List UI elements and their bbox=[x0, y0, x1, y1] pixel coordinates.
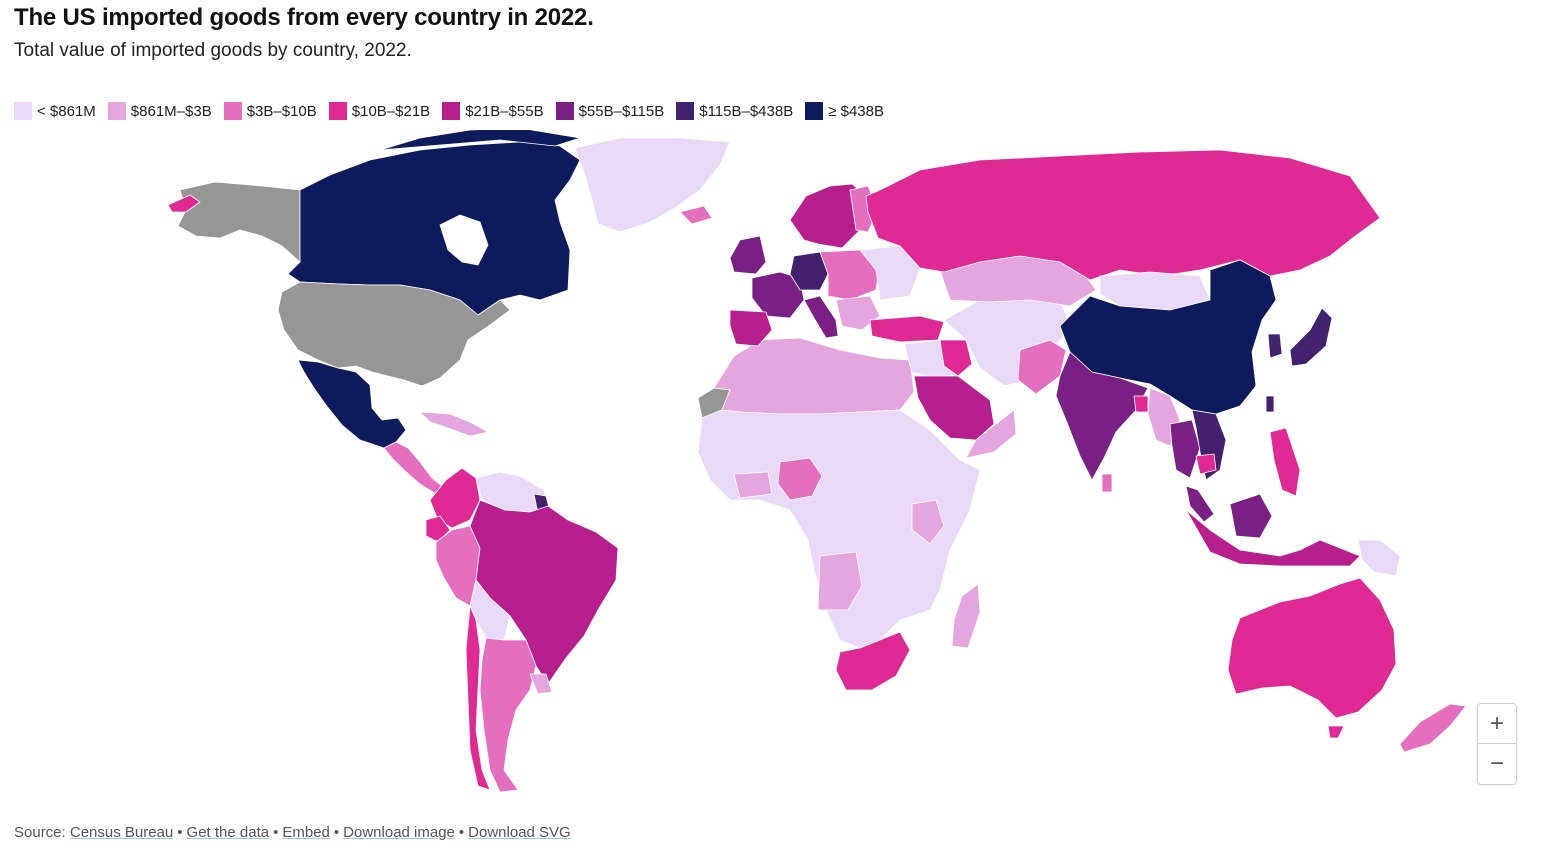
region-arctic-islands[interactable] bbox=[379, 127, 581, 151]
region-kenya[interactable] bbox=[911, 499, 945, 545]
legend-item: $21B–$55B bbox=[442, 102, 544, 120]
separator: • bbox=[333, 824, 340, 841]
region-indonesia[interactable] bbox=[1185, 509, 1361, 567]
region-west-africa-coast[interactable] bbox=[733, 471, 773, 499]
region-alaska[interactable] bbox=[177, 181, 301, 263]
legend-label: $10B–$21B bbox=[351, 102, 431, 120]
region-thailand[interactable] bbox=[1169, 419, 1201, 479]
legend-label: $861M–$3B bbox=[130, 102, 212, 120]
region-mexico[interactable] bbox=[297, 359, 407, 449]
legend-swatch bbox=[805, 102, 824, 120]
region-argentina[interactable] bbox=[479, 637, 537, 793]
zoom-out-button[interactable]: − bbox=[1478, 743, 1516, 783]
legend-label: $21B–$55B bbox=[465, 102, 544, 120]
legend-swatch bbox=[442, 102, 461, 120]
region-south-korea[interactable] bbox=[1267, 333, 1283, 359]
region-sri-lanka[interactable] bbox=[1101, 473, 1113, 493]
region-caribbean[interactable] bbox=[419, 411, 489, 437]
region-hudson-bay[interactable] bbox=[439, 214, 489, 266]
legend-item: $115B–$438B bbox=[676, 102, 793, 120]
region-spain-portugal[interactable] bbox=[729, 309, 773, 347]
region-uruguay[interactable] bbox=[529, 673, 553, 695]
legend-label: $55B–$115B bbox=[578, 102, 665, 120]
separator: • bbox=[458, 824, 465, 841]
world-map[interactable] bbox=[0, 127, 1546, 820]
region-nigeria[interactable] bbox=[777, 457, 823, 501]
legend-item: $10B–$21B bbox=[328, 102, 431, 120]
legend-swatch bbox=[107, 102, 126, 120]
legend-swatch bbox=[555, 102, 574, 120]
source-prefix: Source: bbox=[14, 824, 66, 841]
region-oman-yemen[interactable] bbox=[965, 409, 1017, 459]
region-philippines[interactable] bbox=[1269, 427, 1301, 497]
world-map-svg[interactable] bbox=[0, 127, 1546, 820]
region-india[interactable] bbox=[1055, 351, 1149, 481]
region-united-states[interactable] bbox=[277, 281, 511, 387]
region-france[interactable] bbox=[751, 271, 805, 319]
region-tasmania[interactable] bbox=[1327, 725, 1345, 739]
region-turkey[interactable] bbox=[869, 315, 945, 343]
legend-swatch bbox=[14, 102, 32, 120]
region-italy[interactable] bbox=[803, 295, 839, 339]
region-uk-ireland[interactable] bbox=[729, 235, 767, 275]
region-west-central-africa[interactable] bbox=[697, 409, 981, 649]
legend-label: ≥ $438B bbox=[828, 102, 884, 120]
separator: • bbox=[273, 824, 279, 841]
region-iceland[interactable] bbox=[679, 205, 713, 225]
legend-swatch bbox=[328, 102, 347, 120]
region-central-america[interactable] bbox=[383, 441, 445, 495]
region-angola[interactable] bbox=[817, 551, 863, 611]
region-iraq[interactable] bbox=[939, 339, 973, 377]
region-new-zealand[interactable] bbox=[1399, 703, 1467, 753]
region-australia[interactable] bbox=[1227, 577, 1397, 719]
page-subtitle: Total value of imported goods by country… bbox=[14, 40, 412, 61]
region-japan[interactable] bbox=[1289, 307, 1333, 367]
zoom-control: + − bbox=[1477, 703, 1517, 785]
region-russia[interactable] bbox=[865, 149, 1381, 281]
region-china[interactable] bbox=[1059, 259, 1277, 415]
region-cambodia[interactable] bbox=[1195, 453, 1217, 475]
page-title: The US imported goods from every country… bbox=[14, 4, 594, 31]
region-greenland[interactable] bbox=[574, 137, 731, 233]
legend-label: $115B–$438B bbox=[699, 102, 794, 120]
legend-item: $3B–$10B bbox=[223, 102, 317, 120]
embed-link[interactable]: Embed bbox=[282, 824, 330, 841]
legend-swatch bbox=[676, 102, 695, 120]
region-taiwan[interactable] bbox=[1265, 395, 1275, 413]
zoom-in-button[interactable]: + bbox=[1489, 709, 1504, 737]
legend: < $861M $861M–$3B $3B–$10B $10B–$21B $21… bbox=[14, 102, 896, 120]
footer: Source: Census Bureau • Get the data • Embed… bbox=[14, 824, 571, 841]
separator: • bbox=[177, 824, 183, 841]
download-image-link[interactable]: Download image bbox=[343, 824, 455, 841]
region-borneo[interactable] bbox=[1229, 493, 1273, 539]
region-north-africa[interactable] bbox=[713, 337, 915, 415]
region-papua[interactable] bbox=[1357, 539, 1401, 577]
legend-swatch bbox=[223, 102, 242, 120]
region-vietnam[interactable] bbox=[1191, 409, 1227, 481]
region-madagascar[interactable] bbox=[951, 583, 981, 649]
legend-item: < $861M bbox=[14, 102, 96, 120]
legend-label: $3B–$10B bbox=[246, 102, 317, 120]
legend-item: $861M–$3B bbox=[107, 102, 212, 120]
region-malaysia[interactable] bbox=[1185, 485, 1215, 523]
region-chile[interactable] bbox=[465, 605, 491, 791]
region-south-africa[interactable] bbox=[835, 631, 911, 691]
download-svg-link[interactable]: Download SVG bbox=[468, 824, 571, 841]
legend-item: $55B–$115B bbox=[555, 102, 665, 120]
region-aleutian[interactable] bbox=[167, 194, 201, 213]
get-data-link[interactable]: Get the data bbox=[186, 824, 270, 841]
legend-item: ≥ $438B bbox=[805, 102, 884, 120]
source-link[interactable]: Census Bureau bbox=[69, 824, 174, 841]
legend-label: < $861M bbox=[37, 102, 96, 120]
region-bangladesh[interactable] bbox=[1133, 395, 1149, 413]
